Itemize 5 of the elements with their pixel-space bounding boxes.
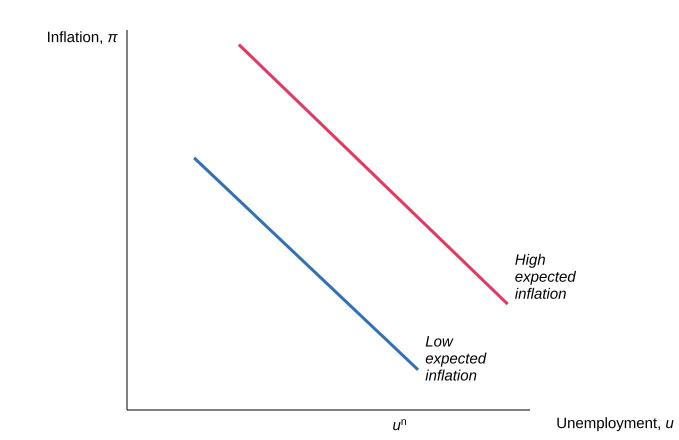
series-label: Low expected inflation — [425, 336, 487, 381]
series-label: High expected inflation — [515, 254, 576, 299]
x-axis-title: Unemployment, u — [557, 417, 674, 432]
y-axis-title: Inflation, π — [48, 31, 118, 44]
text: u$^{n}$ — [393, 419, 406, 430]
